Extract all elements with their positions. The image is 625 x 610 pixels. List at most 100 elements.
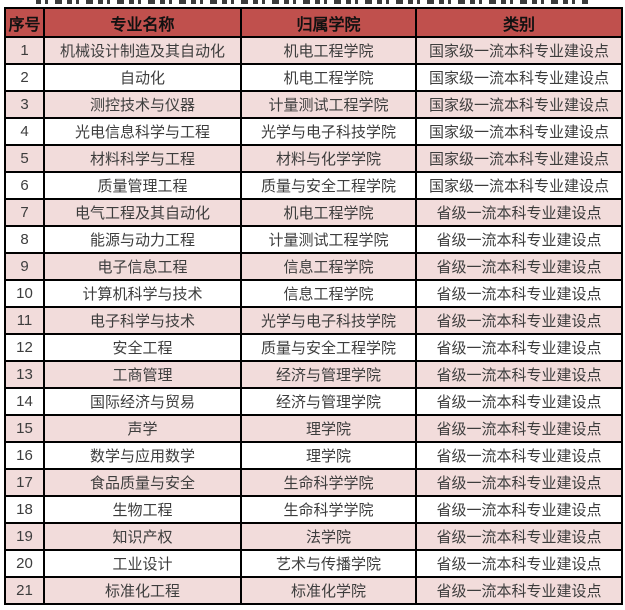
column-header-1: 专业名称 xyxy=(43,7,242,38)
category: 省级一流本科专业建设点 xyxy=(415,198,623,227)
row-index: 17 xyxy=(4,468,45,497)
major-name: 国际经济与贸易 xyxy=(43,387,242,416)
table-row: 6 质量管理工程 质量与安全工程学院 国家级一流本科专业建设点 xyxy=(4,171,623,200)
college-name: 生命科学学院 xyxy=(240,468,417,497)
table-row: 10 计算机科学与技术 信息工程学院 省级一流本科专业建设点 xyxy=(4,279,623,308)
college-name: 材料与化学学院 xyxy=(240,144,417,173)
major-name: 工商管理 xyxy=(43,360,242,389)
majors-table: 序号 专业名称 归属学院 类别 1 机械设计制造及其自动化 机电工程学院 国家级一流本科专业… xyxy=(4,7,623,605)
table-row: 7 电气工程及其自动化 机电工程学院 省级一流本科专业建设点 xyxy=(4,198,623,227)
major-name: 电子科学与技术 xyxy=(43,306,242,335)
row-index: 18 xyxy=(4,495,45,524)
major-name: 测控技术与仪器 xyxy=(43,90,242,119)
category: 省级一流本科专业建设点 xyxy=(415,225,623,254)
category: 国家级一流本科专业建设点 xyxy=(415,90,623,119)
row-index: 14 xyxy=(4,387,45,416)
college-name: 机电工程学院 xyxy=(240,36,417,65)
major-name: 食品质量与安全 xyxy=(43,468,242,497)
table-row: 11 电子科学与技术 光学与电子科技学院 省级一流本科专业建设点 xyxy=(4,306,623,335)
category: 省级一流本科专业建设点 xyxy=(415,576,623,605)
college-name: 经济与管理学院 xyxy=(240,387,417,416)
college-name: 质量与安全工程学院 xyxy=(240,333,417,362)
table-row: 14 国际经济与贸易 经济与管理学院 省级一流本科专业建设点 xyxy=(4,387,623,416)
category: 省级一流本科专业建设点 xyxy=(415,522,623,551)
major-name: 数学与应用数学 xyxy=(43,441,242,470)
table-row: 5 材料科学与工程 材料与化学学院 国家级一流本科专业建设点 xyxy=(4,144,623,173)
row-index: 9 xyxy=(4,252,45,281)
category: 省级一流本科专业建设点 xyxy=(415,468,623,497)
row-index: 13 xyxy=(4,360,45,389)
college-name: 经济与管理学院 xyxy=(240,360,417,389)
major-name: 工业设计 xyxy=(43,549,242,578)
category: 省级一流本科专业建设点 xyxy=(415,414,623,443)
table-row: 16 数学与应用数学 理学院 省级一流本科专业建设点 xyxy=(4,441,623,470)
table-body: 1 机械设计制造及其自动化 机电工程学院 国家级一流本科专业建设点 2 自动化 机电工程学院… xyxy=(4,36,623,605)
row-index: 16 xyxy=(4,441,45,470)
major-name: 电气工程及其自动化 xyxy=(43,198,242,227)
row-index: 15 xyxy=(4,414,45,443)
category: 省级一流本科专业建设点 xyxy=(415,333,623,362)
college-name: 光学与电子科技学院 xyxy=(240,117,417,146)
category: 国家级一流本科专业建设点 xyxy=(415,144,623,173)
row-index: 7 xyxy=(4,198,45,227)
table-row: 15 声学 理学院 省级一流本科专业建设点 xyxy=(4,414,623,443)
major-name: 质量管理工程 xyxy=(43,171,242,200)
table-row: 4 光电信息科学与工程 光学与电子科技学院 国家级一流本科专业建设点 xyxy=(4,117,623,146)
table-row: 12 安全工程 质量与安全工程学院 省级一流本科专业建设点 xyxy=(4,333,623,362)
table-row: 1 机械设计制造及其自动化 机电工程学院 国家级一流本科专业建设点 xyxy=(4,36,623,65)
category: 省级一流本科专业建设点 xyxy=(415,360,623,389)
major-name: 电子信息工程 xyxy=(43,252,242,281)
category: 省级一流本科专业建设点 xyxy=(415,387,623,416)
table-row: 3 测控技术与仪器 计量测试工程学院 国家级一流本科专业建设点 xyxy=(4,90,623,119)
category: 国家级一流本科专业建设点 xyxy=(415,117,623,146)
college-name: 标准化学院 xyxy=(240,576,417,605)
major-name: 能源与动力工程 xyxy=(43,225,242,254)
category: 省级一流本科专业建设点 xyxy=(415,495,623,524)
college-name: 信息工程学院 xyxy=(240,252,417,281)
category: 省级一流本科专业建设点 xyxy=(415,441,623,470)
major-name: 声学 xyxy=(43,414,242,443)
college-name: 理学院 xyxy=(240,441,417,470)
college-name: 计量测试工程学院 xyxy=(240,225,417,254)
clipped-caption-fragment xyxy=(36,0,588,4)
table-row: 8 能源与动力工程 计量测试工程学院 省级一流本科专业建设点 xyxy=(4,225,623,254)
major-name: 材料科学与工程 xyxy=(43,144,242,173)
row-index: 20 xyxy=(4,549,45,578)
major-name: 标准化工程 xyxy=(43,576,242,605)
table-row: 21 标准化工程 标准化学院 省级一流本科专业建设点 xyxy=(4,576,623,605)
row-index: 12 xyxy=(4,333,45,362)
major-name: 机械设计制造及其自动化 xyxy=(43,36,242,65)
college-name: 计量测试工程学院 xyxy=(240,90,417,119)
college-name: 机电工程学院 xyxy=(240,63,417,92)
row-index: 21 xyxy=(4,576,45,605)
category: 省级一流本科专业建设点 xyxy=(415,306,623,335)
row-index: 8 xyxy=(4,225,45,254)
table-row: 20 工业设计 艺术与传播学院 省级一流本科专业建设点 xyxy=(4,549,623,578)
table-row: 17 食品质量与安全 生命科学学院 省级一流本科专业建设点 xyxy=(4,468,623,497)
header-row: 序号 专业名称 归属学院 类别 xyxy=(4,7,623,38)
column-header-0: 序号 xyxy=(4,7,45,38)
row-index: 2 xyxy=(4,63,45,92)
table-row: 19 知识产权 法学院 省级一流本科专业建设点 xyxy=(4,522,623,551)
college-name: 理学院 xyxy=(240,414,417,443)
row-index: 11 xyxy=(4,306,45,335)
table-row: 9 电子信息工程 信息工程学院 省级一流本科专业建设点 xyxy=(4,252,623,281)
college-name: 质量与安全工程学院 xyxy=(240,171,417,200)
row-index: 1 xyxy=(4,36,45,65)
major-name: 光电信息科学与工程 xyxy=(43,117,242,146)
category: 省级一流本科专业建设点 xyxy=(415,279,623,308)
table-row: 18 生物工程 生命科学学院 省级一流本科专业建设点 xyxy=(4,495,623,524)
college-name: 生命科学学院 xyxy=(240,495,417,524)
category: 国家级一流本科专业建设点 xyxy=(415,171,623,200)
row-index: 5 xyxy=(4,144,45,173)
table-row: 13 工商管理 经济与管理学院 省级一流本科专业建设点 xyxy=(4,360,623,389)
major-name: 知识产权 xyxy=(43,522,242,551)
column-header-2: 归属学院 xyxy=(240,7,417,38)
category: 省级一流本科专业建设点 xyxy=(415,252,623,281)
category: 省级一流本科专业建设点 xyxy=(415,549,623,578)
category: 国家级一流本科专业建设点 xyxy=(415,63,623,92)
college-name: 艺术与传播学院 xyxy=(240,549,417,578)
college-name: 光学与电子科技学院 xyxy=(240,306,417,335)
major-name: 生物工程 xyxy=(43,495,242,524)
row-index: 4 xyxy=(4,117,45,146)
